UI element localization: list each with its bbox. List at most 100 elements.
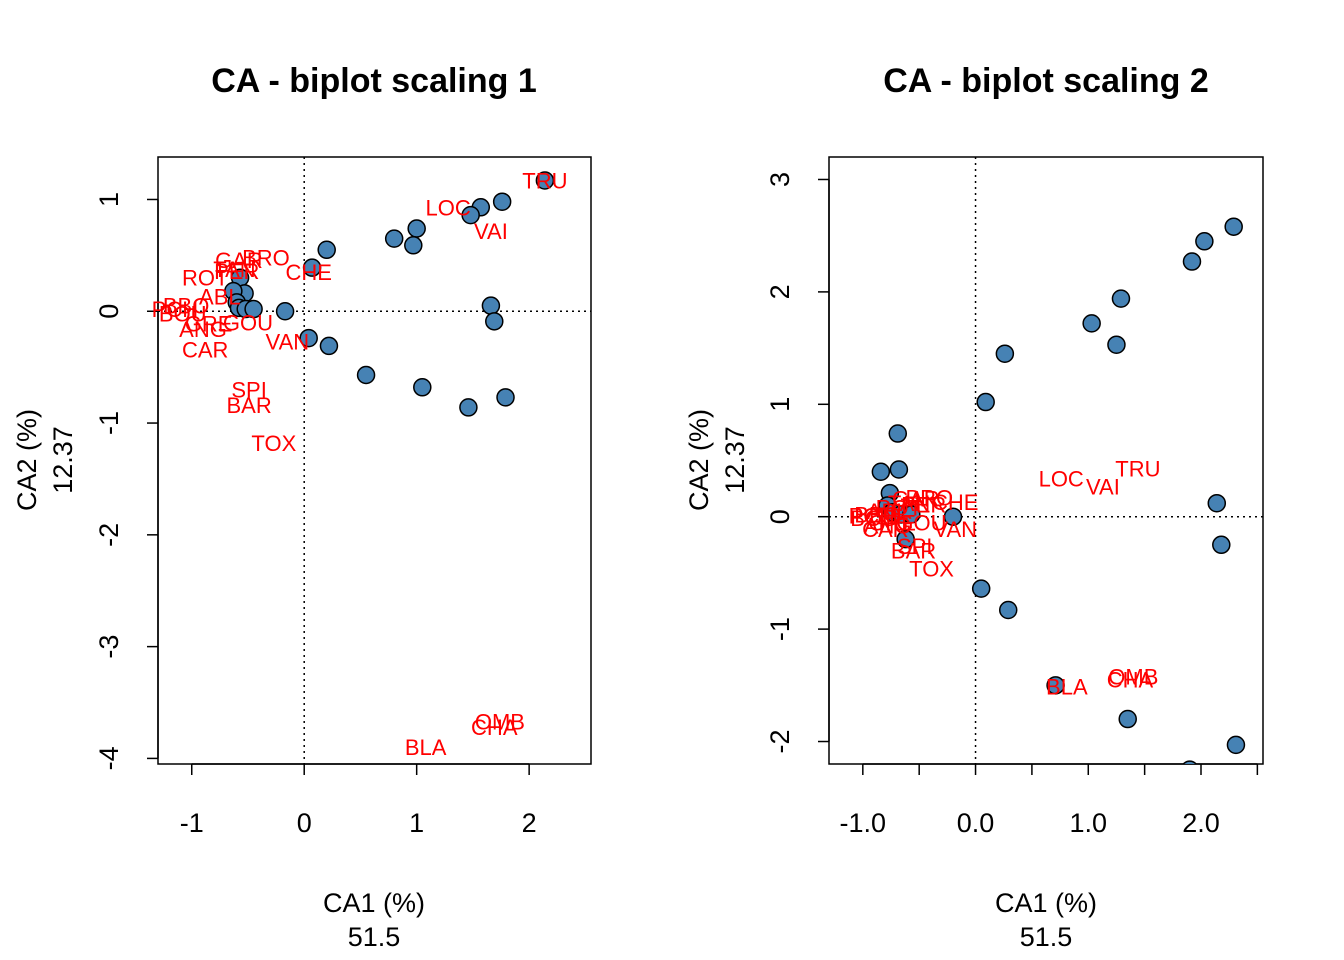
x-tick-label: 2.0 (1182, 808, 1220, 838)
site-point (871, 462, 891, 481)
species-label-gou: GOU (223, 310, 273, 335)
species-label-che: CHE (285, 260, 331, 285)
site-point (485, 312, 504, 331)
x-tick-label: 1 (409, 808, 424, 838)
species-label-tox: TOX (251, 431, 296, 456)
species-label-gar: GAR (215, 248, 263, 273)
chart-title: CA - biplot scaling 2 (883, 62, 1209, 100)
site-point (302, 258, 322, 277)
species-label-tan: TAN (888, 491, 930, 516)
species-label-pch: PCH (849, 504, 895, 529)
species-label-bla: BLA (1046, 674, 1088, 699)
site-point (496, 388, 515, 407)
x-axis-label: CA1 (%) (995, 888, 1097, 918)
species-label-ang: ANG (179, 317, 227, 342)
species-label-cha: CHA (1107, 668, 1154, 693)
x-tick-label: 0 (297, 808, 312, 838)
species-label-car: CAR (182, 337, 228, 362)
species-label-loc: LOC (426, 195, 471, 220)
panel-biplot-scaling-2: CA - biplot scaling 2 CA1 (%) 51.5 CA2 (… (684, 62, 1264, 952)
species-label-gar: GAR (892, 487, 940, 512)
species-label-tru: TRU (1115, 456, 1160, 481)
site-point (889, 460, 909, 479)
site-point (413, 378, 432, 397)
site-point (1207, 493, 1227, 513)
species-label-bar: BAR (226, 393, 271, 418)
site-point (492, 192, 512, 211)
x-tick-label: 2 (522, 808, 537, 838)
chart-title: CA - biplot scaling 1 (211, 62, 537, 100)
site-point (1082, 314, 1101, 333)
species-label-bar: BAR (891, 538, 936, 563)
species-label-tan: TAN (213, 257, 255, 282)
site-point (1182, 252, 1202, 271)
site-point (461, 205, 480, 225)
y-tick-label: 1 (94, 192, 124, 207)
species-label-spi: SPI (897, 534, 932, 559)
site-point (299, 328, 318, 348)
species-label-bla: BLA (405, 735, 447, 760)
site-point (1111, 289, 1131, 308)
site-point (971, 579, 991, 598)
x-tick-label: -1.0 (840, 808, 887, 838)
site-point (1046, 676, 1065, 695)
species-label-bro: BRO (242, 246, 290, 271)
site-point (1118, 709, 1137, 729)
species-label-van: VAN (933, 517, 977, 542)
species-label-per: PER (214, 259, 259, 284)
x-tick-label: 0.0 (957, 808, 995, 838)
site-point (998, 600, 1018, 620)
site-point (1212, 535, 1231, 555)
site-points (224, 171, 555, 417)
species-label-pch: PCH (152, 297, 198, 322)
x-tick-label: -1 (180, 808, 204, 838)
site-point (1182, 760, 1198, 764)
site-points (871, 217, 1246, 764)
x-axis-value: 51.5 (1020, 922, 1073, 952)
species-label-che: CHE (932, 490, 978, 515)
species-label-car: CAR (862, 517, 908, 542)
site-point (407, 219, 426, 238)
y-tick-label: -1 (94, 411, 124, 435)
y-tick-label: 0 (765, 509, 795, 524)
y-tick-label: 0 (94, 304, 124, 319)
species-label-cha: CHA (471, 715, 518, 740)
y-tick-label: -2 (94, 523, 124, 547)
site-point (896, 529, 915, 549)
y-tick-label: -3 (94, 635, 124, 659)
species-label-spi: SPI (231, 378, 266, 403)
species-label-rot: ROT (182, 266, 228, 291)
species-label-vai: VAI (1086, 474, 1120, 499)
site-point (1195, 232, 1214, 251)
site-point (244, 299, 263, 319)
site-point (943, 507, 963, 526)
y-tick-label: -1 (765, 617, 795, 641)
site-point (384, 229, 404, 248)
axes: -1 0 1 2 1 0 -1 -2 -3 -4 (94, 156, 592, 838)
y-tick-label: -4 (94, 746, 124, 770)
site-point (976, 392, 995, 412)
species-label-bbo: BBO (163, 294, 209, 319)
species-label-tru: TRU (522, 168, 567, 193)
site-point (404, 236, 423, 255)
y-axis-label: CA2 (%) (12, 409, 42, 511)
species-label-van: VAN (266, 329, 310, 354)
species-label-gre: GRE (185, 312, 233, 337)
site-point (1107, 335, 1126, 354)
species-label-rot: ROT (876, 496, 922, 521)
site-point (888, 424, 908, 443)
site-point (319, 336, 339, 356)
species-label-gou: GOU (896, 510, 946, 535)
site-point (481, 296, 501, 315)
y-axis-value: 12.37 (720, 426, 750, 494)
y-tick-label: 3 (765, 172, 795, 187)
y-tick-label: 2 (765, 284, 795, 299)
x-axis-label: CA1 (%) (323, 888, 425, 918)
site-point (902, 505, 921, 524)
species-label-omb: OMB (475, 710, 525, 735)
y-axis-label: CA2 (%) (684, 409, 714, 511)
y-tick-label: -2 (765, 730, 795, 754)
site-point (1226, 735, 1246, 755)
